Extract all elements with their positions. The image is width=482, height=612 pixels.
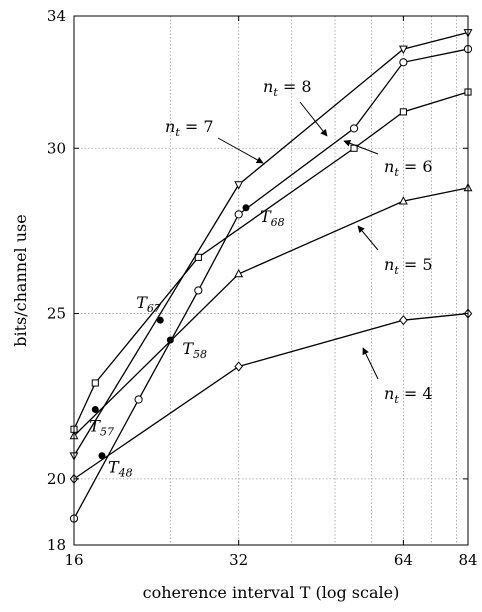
- transition-point-label: T58: [182, 339, 207, 361]
- transition-point-label: T48: [108, 458, 133, 480]
- x-tick-label: 64: [394, 551, 413, 569]
- y-tick-label: 18: [47, 536, 66, 554]
- data-point: [399, 108, 407, 116]
- series: [69, 44, 473, 523]
- x-tick-label: 84: [458, 551, 477, 569]
- data-point: [398, 45, 408, 55]
- data-point: [234, 361, 243, 372]
- transition-point: [242, 204, 250, 212]
- annotation-arrow: [362, 347, 379, 380]
- transition-point: [91, 405, 99, 413]
- annotation-arrow: [357, 225, 379, 251]
- transition-point-label: T68: [260, 207, 285, 229]
- y-tick-label: 30: [47, 139, 66, 157]
- series-annotation: nt = 8: [263, 77, 312, 99]
- series-layer: [69, 29, 473, 523]
- grid: [74, 16, 468, 545]
- transition-points: T48 T57 T58 T67 T68: [89, 204, 285, 480]
- series-line: [73, 91, 469, 430]
- series-annotation: nt = 7: [165, 117, 214, 139]
- data-point: [234, 268, 244, 278]
- transition-point: [156, 316, 164, 324]
- data-point: [349, 124, 359, 133]
- transition-point-label: T57: [89, 416, 114, 438]
- series-annotation: nt = 5: [384, 255, 433, 277]
- data-point: [234, 181, 244, 190]
- data-point: [234, 210, 243, 219]
- annotation-arrow: [343, 139, 379, 155]
- annotation-arrow: [217, 137, 264, 164]
- transition-point-label: T67: [136, 293, 161, 315]
- x-tick-label: 16: [64, 551, 83, 569]
- y-tick-label: 34: [47, 7, 66, 25]
- y-tick-label: 25: [47, 305, 66, 323]
- series-annotation: nt = 4: [384, 384, 433, 406]
- series-line: [73, 48, 469, 519]
- y-axis-label: bits/channel use: [11, 214, 30, 346]
- data-point: [399, 58, 408, 67]
- annotation-arrow: [299, 101, 328, 137]
- data-point: [399, 315, 408, 326]
- series-line: [73, 312, 469, 480]
- x-tick-label: 32: [229, 551, 248, 569]
- plot-frame: [73, 15, 469, 546]
- transition-point: [166, 336, 174, 344]
- data-point: [91, 379, 99, 387]
- y-tick-label: 20: [47, 470, 66, 488]
- ticks: 16 32 64 84 18 20 25 30 34: [47, 7, 478, 569]
- series-annotation: nt = 6: [384, 157, 433, 179]
- series-line: [73, 187, 469, 437]
- data-point: [194, 286, 203, 295]
- series-line: [73, 31, 469, 457]
- data-point: [398, 196, 408, 205]
- annotations: nt = 7 nt = 8 nt = 6 nt = 5 nt = 4: [165, 77, 433, 406]
- x-axis-label: coherence interval T (log scale): [143, 583, 400, 602]
- transition-point: [98, 452, 106, 460]
- data-point: [134, 395, 143, 404]
